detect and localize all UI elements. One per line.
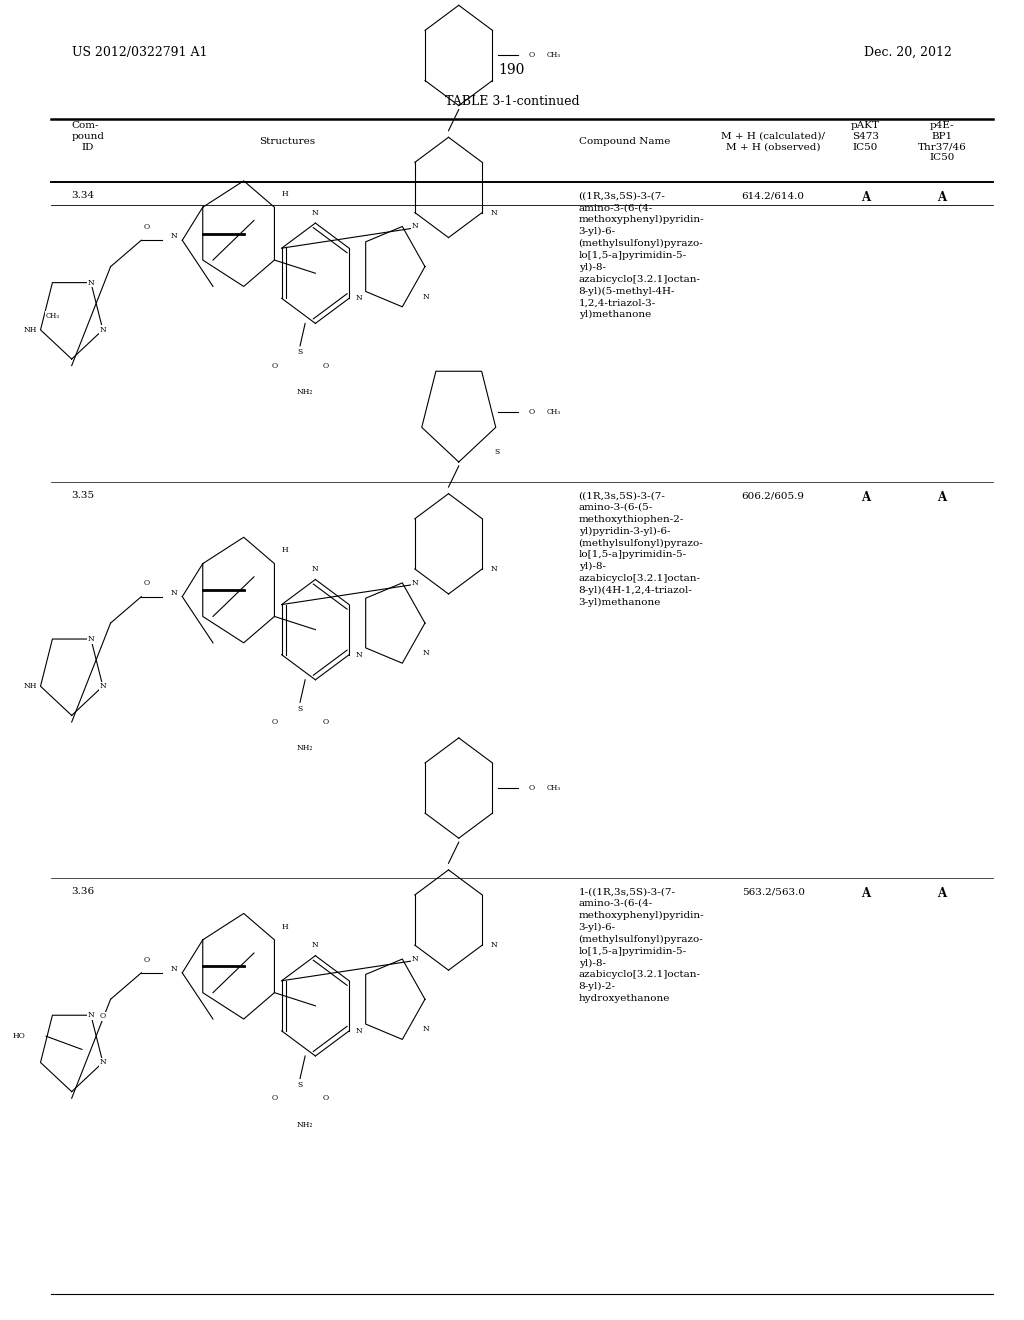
Text: 1-((1R,3s,5S)-3-(7-
amino-3-(6-(4-
methoxyphenyl)pyridin-
3-yl)-6-
(methylsulfon: 1-((1R,3s,5S)-3-(7- amino-3-(6-(4- metho… bbox=[579, 887, 705, 1003]
Text: A: A bbox=[938, 491, 946, 504]
Text: NH₂: NH₂ bbox=[297, 388, 313, 396]
Text: M + H (calculated)/: M + H (calculated)/ bbox=[721, 132, 825, 141]
Text: US 2012/0322791 A1: US 2012/0322791 A1 bbox=[72, 46, 207, 59]
Text: IC50: IC50 bbox=[930, 153, 954, 162]
Text: HO: HO bbox=[13, 1032, 26, 1040]
Text: 606.2/605.9: 606.2/605.9 bbox=[741, 491, 805, 500]
Text: O: O bbox=[143, 223, 150, 231]
Text: A: A bbox=[938, 191, 946, 205]
Text: N: N bbox=[412, 222, 419, 230]
Text: Structures: Structures bbox=[259, 137, 314, 147]
Text: NH: NH bbox=[24, 326, 37, 334]
Text: 3.36: 3.36 bbox=[72, 887, 95, 896]
Text: NH₂: NH₂ bbox=[297, 744, 313, 752]
Text: N: N bbox=[312, 209, 318, 216]
Text: A: A bbox=[861, 191, 869, 205]
Text: O: O bbox=[528, 408, 535, 416]
Text: N: N bbox=[422, 1026, 429, 1034]
Text: A: A bbox=[861, 887, 869, 900]
Text: N: N bbox=[312, 941, 318, 949]
Text: O: O bbox=[323, 1094, 329, 1102]
Text: N: N bbox=[356, 294, 362, 302]
Text: IC50: IC50 bbox=[853, 143, 878, 152]
Text: N: N bbox=[88, 635, 94, 643]
Text: N: N bbox=[99, 1059, 106, 1067]
Text: N: N bbox=[412, 578, 419, 586]
Text: 190: 190 bbox=[499, 63, 525, 78]
Text: O: O bbox=[271, 1094, 278, 1102]
Text: O: O bbox=[143, 579, 150, 587]
Text: H: H bbox=[282, 546, 288, 554]
Text: CH₃: CH₃ bbox=[547, 51, 561, 59]
Text: N: N bbox=[171, 232, 177, 240]
Text: 614.2/614.0: 614.2/614.0 bbox=[741, 191, 805, 201]
Text: N: N bbox=[99, 682, 106, 690]
Text: N: N bbox=[412, 954, 419, 962]
Text: S: S bbox=[297, 1081, 303, 1089]
Text: O: O bbox=[528, 51, 535, 59]
Text: NH₂: NH₂ bbox=[297, 1121, 313, 1129]
Text: N: N bbox=[422, 649, 429, 657]
Text: Com-: Com- bbox=[72, 121, 99, 131]
Text: H: H bbox=[282, 190, 288, 198]
Text: N: N bbox=[356, 1027, 362, 1035]
Text: TABLE 3-1-continued: TABLE 3-1-continued bbox=[444, 95, 580, 108]
Text: N: N bbox=[422, 293, 429, 301]
Text: NH: NH bbox=[24, 682, 37, 690]
Text: CH₃: CH₃ bbox=[547, 408, 561, 416]
Text: ((1R,3s,5S)-3-(7-
amino-3-(6-(4-
methoxyphenyl)pyridin-
3-yl)-6-
(methylsulfonyl: ((1R,3s,5S)-3-(7- amino-3-(6-(4- methoxy… bbox=[579, 191, 705, 319]
Text: CH₃: CH₃ bbox=[547, 784, 561, 792]
Text: S: S bbox=[495, 449, 500, 457]
Text: BP1: BP1 bbox=[932, 132, 952, 141]
Text: pound: pound bbox=[72, 132, 104, 141]
Text: CH₃: CH₃ bbox=[45, 312, 59, 319]
Text: Dec. 20, 2012: Dec. 20, 2012 bbox=[864, 46, 952, 59]
Text: N: N bbox=[492, 565, 498, 573]
Text: M + H (observed): M + H (observed) bbox=[726, 143, 820, 152]
Text: H: H bbox=[282, 923, 288, 931]
Text: 3.34: 3.34 bbox=[72, 191, 95, 201]
Text: N: N bbox=[88, 279, 94, 286]
Text: A: A bbox=[938, 887, 946, 900]
Text: O: O bbox=[271, 362, 278, 370]
Text: 3.35: 3.35 bbox=[72, 491, 95, 500]
Text: Compound Name: Compound Name bbox=[579, 137, 670, 147]
Text: O: O bbox=[323, 362, 329, 370]
Text: O: O bbox=[143, 956, 150, 964]
Text: N: N bbox=[171, 589, 177, 597]
Text: O: O bbox=[323, 718, 329, 726]
Text: O: O bbox=[99, 1012, 105, 1020]
Text: pAKT: pAKT bbox=[851, 121, 880, 131]
Text: S473: S473 bbox=[852, 132, 879, 141]
Text: N: N bbox=[171, 965, 177, 973]
Text: O: O bbox=[528, 784, 535, 792]
Text: A: A bbox=[861, 491, 869, 504]
Text: S: S bbox=[297, 705, 303, 713]
Text: N: N bbox=[356, 651, 362, 659]
Text: N: N bbox=[312, 565, 318, 573]
Text: ID: ID bbox=[82, 143, 94, 152]
Text: p4E-: p4E- bbox=[930, 121, 954, 131]
Text: N: N bbox=[492, 209, 498, 216]
Text: ((1R,3s,5S)-3-(7-
amino-3-(6-(5-
methoxythiophen-2-
yl)pyridin-3-yl)-6-
(methyls: ((1R,3s,5S)-3-(7- amino-3-(6-(5- methoxy… bbox=[579, 491, 703, 607]
Text: Thr37/46: Thr37/46 bbox=[918, 143, 967, 152]
Text: N: N bbox=[99, 326, 106, 334]
Text: O: O bbox=[271, 718, 278, 726]
Text: N: N bbox=[492, 941, 498, 949]
Text: 563.2/563.0: 563.2/563.0 bbox=[741, 887, 805, 896]
Text: S: S bbox=[297, 348, 303, 356]
Text: N: N bbox=[88, 1011, 94, 1019]
